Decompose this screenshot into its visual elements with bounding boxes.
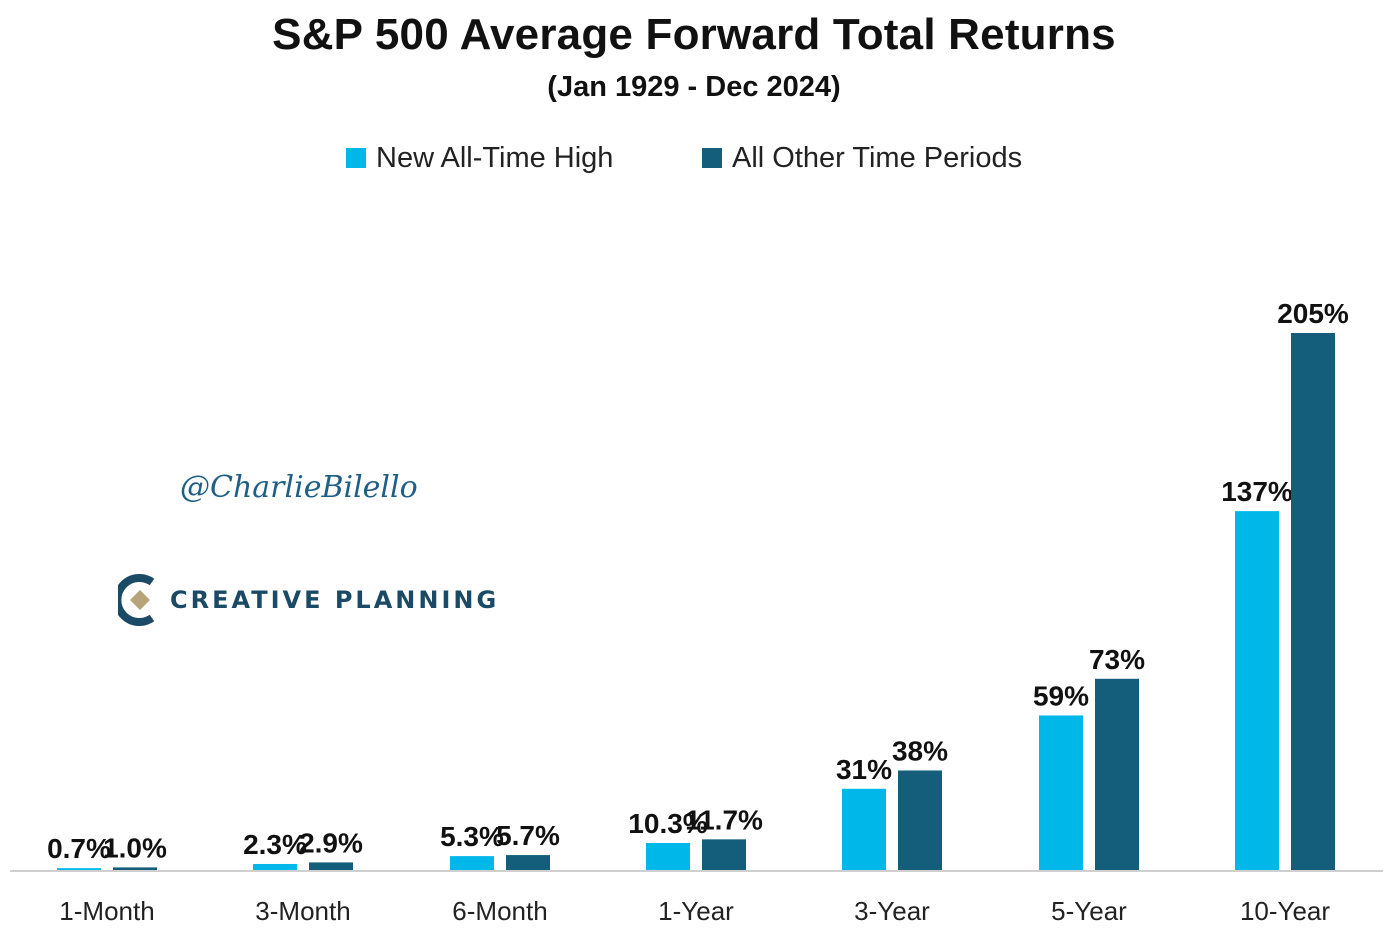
bar-ath-1-year [646,843,690,870]
x-tick-label: 10-Year [1240,896,1330,926]
data-label-other-5-year: 73% [1089,644,1145,675]
bar-ath-10-year [1235,511,1279,870]
legend: New All-Time High All Other Time Periods [0,138,1388,178]
bar-ath-1-month [57,868,101,870]
legend-swatch-other [702,148,722,168]
data-label-ath-10-year: 137% [1221,476,1293,507]
bar-other-10-year [1291,333,1335,870]
data-label-other-10-year: 205% [1277,298,1349,329]
logo-text: CREATIVE PLANNING [170,586,500,614]
x-tick-label: 5-Year [1051,896,1127,926]
legend-label-other: All Other Time Periods [732,141,1023,174]
data-label-other-3-month: 2.9% [299,827,363,858]
legend-item-other: All Other Time Periods [702,138,1022,178]
data-label-other-3-year: 38% [892,735,948,766]
data-label-other-1-year: 11.7% [685,804,763,835]
bar-ath-3-year [842,788,886,870]
data-label-ath-6-month: 5.3% [440,821,504,852]
bar-ath-6-month [450,856,494,870]
data-label-ath-1-year: 10.3% [628,808,707,839]
legend-swatch-ath [346,148,366,168]
data-label-ath-3-month: 2.3% [243,829,307,860]
bar-ath-3-month [253,863,297,870]
creative-planning-logo: CREATIVE PLANNING [118,570,499,630]
chart-title: S&P 500 Average Forward Total Returns [272,10,1116,59]
x-tick-label: 3-Year [854,896,930,926]
data-label-ath-1-month: 0.7% [47,833,111,864]
chart-subtitle: (Jan 1929 - Dec 2024) [547,71,841,103]
bar-ath-5-year [1039,715,1083,870]
data-label-other-6-month: 5.7% [496,820,560,851]
legend-label-ath: New All-Time High [376,141,614,174]
creative-planning-logo-icon [118,574,155,626]
data-label-ath-5-year: 59% [1033,680,1089,711]
x-tick-label: 1-Month [59,896,154,926]
bar-other-1-month [113,867,157,870]
bar-other-1-year [702,839,746,870]
x-tick-label: 3-Month [255,896,350,926]
bar-other-3-month [309,862,353,870]
x-tick-label: 1-Year [658,896,734,926]
bar-other-3-year [898,770,942,870]
data-label-other-1-month: 1.0% [103,832,167,863]
x-tick-label: 6-Month [452,896,547,926]
data-label-ath-3-year: 31% [836,754,892,785]
watermark-handle: @CharlieBilello [180,470,418,505]
bar-other-6-month [506,855,550,870]
legend-item-ath: New All-Time High [346,138,613,178]
bar-other-5-year [1095,678,1139,870]
